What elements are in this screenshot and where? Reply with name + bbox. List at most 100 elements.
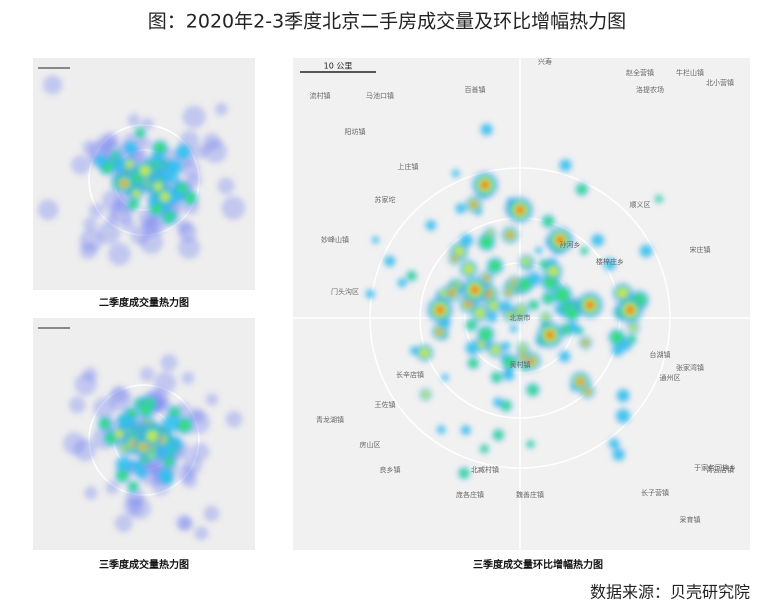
heat-blob — [581, 247, 588, 254]
heat-blob — [205, 393, 219, 406]
heat-blob — [626, 306, 634, 314]
heat-blob — [74, 373, 97, 396]
heat-blob — [177, 222, 197, 242]
heat-blob — [384, 256, 395, 267]
heat-blob — [420, 348, 429, 358]
heat-blob — [372, 236, 379, 244]
heat-blob — [440, 290, 447, 297]
heat-blob — [422, 391, 429, 398]
heat-blob — [475, 308, 485, 318]
heat-blob — [68, 396, 86, 414]
heat-blob — [407, 272, 416, 280]
heat-blob — [481, 124, 493, 136]
heat-blob — [543, 216, 553, 226]
heat-blob — [491, 346, 500, 354]
heat-blob — [616, 409, 630, 423]
heat-blob — [140, 404, 152, 416]
heat-blob — [452, 257, 457, 261]
heat-blob — [194, 526, 209, 541]
heat-blob — [105, 212, 119, 226]
map-label: 兴寿 — [538, 57, 552, 66]
heat-blob — [84, 486, 98, 500]
heat-blob — [160, 192, 170, 201]
map-label: 苏家坨 — [375, 195, 396, 204]
heat-blob — [569, 321, 577, 330]
heatmap-growth — [365, 122, 664, 480]
heat-blob — [527, 441, 534, 448]
heat-blob — [467, 320, 476, 330]
heat-blob — [520, 354, 525, 360]
heat-blob — [518, 305, 525, 312]
heat-blob — [182, 105, 206, 129]
heat-blob — [126, 160, 134, 168]
heat-blob — [630, 324, 637, 331]
heat-blob — [221, 196, 246, 220]
heat-blob — [489, 260, 501, 272]
heat-blob — [489, 301, 498, 310]
heat-blob — [138, 136, 152, 150]
map-label: 孙河乡 — [560, 240, 581, 249]
heat-blob — [99, 418, 110, 429]
map-label: 庞各庄镇 — [456, 490, 484, 499]
heat-blob — [522, 258, 530, 265]
map-label: 魏善庄镇 — [516, 490, 544, 499]
heat-blob — [559, 159, 572, 171]
heat-blob — [181, 371, 195, 385]
heat-blob — [147, 431, 158, 441]
heat-blob — [120, 217, 136, 232]
heat-blob — [504, 357, 516, 368]
heat-blob — [461, 425, 471, 435]
heat-blob — [156, 398, 171, 414]
heat-blob — [611, 331, 623, 344]
map-label: 牛栏山镇 — [676, 68, 704, 77]
heat-blob — [97, 221, 121, 245]
heat-blob — [543, 293, 553, 304]
heat-blob — [83, 217, 98, 232]
heat-blob — [175, 144, 191, 160]
map-label: 百善镇 — [465, 85, 486, 94]
heat-blob — [609, 438, 620, 449]
heat-blob — [127, 113, 141, 127]
heat-blob — [546, 331, 554, 339]
heat-blob — [527, 385, 538, 395]
heat-blob — [529, 301, 538, 310]
map-label: 北小营镇 — [706, 78, 734, 87]
heat-blob — [129, 482, 138, 491]
heat-blob — [510, 325, 518, 333]
heat-blob — [117, 470, 128, 481]
heat-blob — [441, 374, 449, 381]
map-label: 妙峰山镇 — [321, 235, 349, 244]
heat-blob — [437, 329, 442, 335]
heat-blob — [471, 286, 479, 294]
heat-blob — [154, 182, 162, 191]
heat-blob — [480, 236, 493, 249]
heat-blob — [136, 128, 145, 137]
heat-blob — [484, 275, 489, 281]
heat-blob — [617, 389, 630, 402]
heat-blob — [42, 75, 63, 95]
heat-blob — [202, 132, 221, 151]
heat-blob — [494, 430, 503, 440]
heatmap-q3 — [63, 354, 243, 541]
heat-blob — [455, 203, 466, 214]
heatmap-q2 — [37, 75, 246, 266]
heat-blob — [184, 192, 196, 204]
heat-blob — [94, 155, 108, 168]
heat-blob — [366, 289, 375, 299]
heat-blob — [124, 141, 138, 155]
heat-blob — [139, 366, 155, 382]
heat-blob — [88, 203, 104, 219]
map-label: 洛提农场 — [636, 85, 664, 94]
map-label: 青云店镇 — [706, 465, 734, 474]
heat-blob — [655, 196, 662, 202]
map-label: 宋庄镇 — [690, 245, 711, 254]
heat-blob — [519, 278, 532, 291]
heat-blob — [459, 469, 469, 478]
heat-blob — [437, 425, 446, 434]
caption: 三季度成交量环比增幅热力图 — [473, 558, 603, 571]
heat-blob — [217, 177, 235, 195]
map-label: 采育镇 — [680, 515, 701, 524]
heat-blob — [548, 266, 558, 276]
